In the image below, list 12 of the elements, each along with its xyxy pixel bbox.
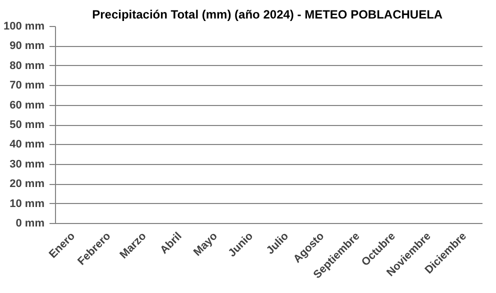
y-tick-label: 10 mm [10,198,45,210]
y-tick-label: 50 mm [10,119,45,131]
y-tick-label: 30 mm [10,158,45,170]
y-tick-label: 60 mm [10,99,45,112]
y-tick-label: 100 mm [4,20,45,32]
y-tick-label: 70 mm [10,80,45,92]
y-tick-label: 90 mm [10,40,45,52]
y-tick-label: 0 mm [16,218,45,230]
y-tick-label: 80 mm [10,60,45,72]
y-tick-label: 20 mm [10,178,45,190]
y-tick-label: 40 mm [10,138,45,151]
chart-title: Precipitación Total (mm) (año 2024) - METEO POBLACHUELA [92,8,443,22]
